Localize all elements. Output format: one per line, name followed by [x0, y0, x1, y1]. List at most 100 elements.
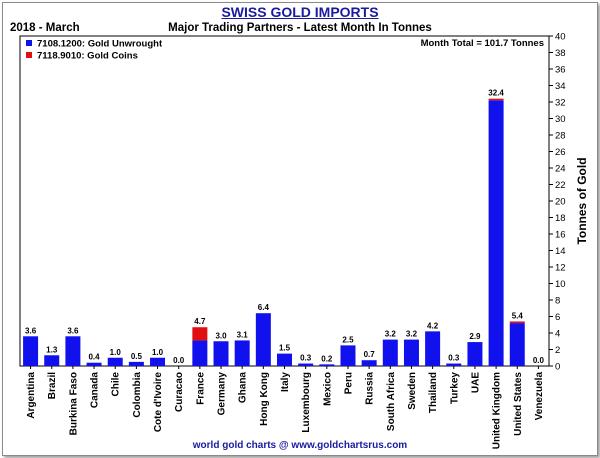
bar-unwrought: [128, 361, 144, 366]
y-tick-label: 26: [555, 147, 566, 158]
bar-value-label: 0.0: [173, 356, 185, 365]
bars-group: 3.6 1.3 3.6 0.4 1.0 0.5 1.0 0.0 4.7 3.0 3.1 6.4 1.5 0…: [23, 89, 545, 366]
y-tick-label: 6: [555, 312, 560, 323]
x-category-label: Germany: [217, 372, 228, 416]
bar-unwrought: [44, 355, 60, 366]
y-tick-label: 12: [555, 263, 566, 274]
bar-value-label: 0.0: [533, 356, 545, 365]
y-tick-label: 40: [555, 32, 566, 43]
bar-value-label: 2.5: [342, 335, 354, 344]
bar-value-label: 0.5: [131, 352, 143, 361]
bar-value-label: 3.2: [385, 330, 397, 339]
x-category-label: Russia: [365, 372, 376, 405]
legend-swatch-unwrought: [26, 40, 32, 46]
y-tick-label: 14: [555, 246, 566, 257]
bar-value-label: 3.6: [25, 326, 37, 335]
x-category-label: Mexico: [322, 372, 333, 406]
chart-footer: world gold charts @ www.goldchartsrus.co…: [192, 440, 408, 451]
x-category-label: Venezuela: [534, 372, 545, 421]
x-category-label: Hong Kong: [259, 372, 270, 426]
x-category-label: United Kingdom: [492, 372, 503, 449]
bar-unwrought: [340, 345, 356, 366]
legend-label-unwrought: 7108.1200: Gold Unwrought: [37, 39, 163, 50]
bar-unwrought: [192, 340, 208, 366]
bar-value-label: 1.0: [110, 348, 122, 357]
y-tick-label: 0: [555, 362, 560, 373]
bar-value-label: 6.4: [258, 303, 270, 312]
bar-value-label: 32.4: [488, 89, 504, 98]
x-axis: Argentina Brazil Burkina Faso Canada Chile Co…: [26, 366, 545, 449]
y-tick-label: 20: [555, 197, 566, 208]
y-tick-label: 10: [555, 279, 566, 290]
legend-swatch-coins: [26, 52, 32, 58]
chart-title: SWISS GOLD IMPORTS: [221, 4, 379, 20]
bar-value-label: 1.0: [152, 348, 164, 357]
bar-unwrought: [234, 340, 250, 366]
chart-subtitle: Major Trading Partners - Latest Month In…: [168, 22, 432, 34]
y-tick-label: 30: [555, 114, 566, 125]
bar-value-label: 0.2: [321, 354, 333, 363]
bar-unwrought: [277, 353, 292, 366]
x-category-label: Sweden: [407, 372, 418, 410]
x-category-label: Curacao: [174, 372, 185, 412]
bar-value-label: 0.3: [448, 354, 460, 363]
x-category-label: Colombia: [132, 372, 143, 418]
bar-unwrought: [255, 313, 271, 366]
bar-unwrought: [86, 362, 102, 366]
legend-label-coins: 7118.9010: Gold Coins: [37, 51, 138, 62]
bar-value-label: 2.9: [469, 332, 481, 341]
x-category-label: Chile: [111, 372, 122, 397]
bar-unwrought: [425, 331, 441, 366]
x-category-label: Italy: [280, 372, 291, 392]
bar-unwrought: [361, 360, 377, 366]
bar-unwrought: [403, 339, 419, 366]
bar-coins: [192, 327, 208, 341]
bar-unwrought: [467, 342, 483, 366]
legend: 7108.1200: Gold Unwrought 7118.9010: Gol…: [26, 39, 163, 62]
x-category-label: Peru: [343, 372, 354, 394]
y-tick-label: 22: [555, 180, 566, 191]
x-category-label: UAE: [470, 372, 481, 393]
bar-value-label: 0.7: [364, 350, 376, 359]
x-category-label: Turkey: [449, 372, 460, 404]
bar-coins: [509, 321, 525, 324]
x-category-label: United States: [513, 372, 524, 436]
bar-value-label: 4.2: [427, 321, 439, 330]
bar-value-label: 3.0: [215, 331, 227, 340]
bar-value-label: 1.5: [279, 344, 291, 353]
x-category-label: Argentina: [26, 372, 37, 419]
bar-unwrought: [65, 336, 81, 366]
y-tick-label: 16: [555, 230, 566, 241]
y-tick-label: 34: [555, 81, 566, 92]
bar-value-label: 4.7: [194, 317, 206, 326]
bar-unwrought: [382, 339, 398, 366]
y-tick-label: 18: [555, 213, 566, 224]
bar-unwrought: [319, 364, 335, 366]
y-tick-label: 38: [555, 48, 566, 59]
bar-unwrought: [298, 363, 314, 366]
bar-unwrought: [213, 341, 229, 366]
x-category-label: Thailand: [428, 372, 439, 413]
bar-unwrought: [107, 357, 123, 366]
y-tick-label: 8: [555, 296, 560, 307]
x-category-label: France: [195, 372, 206, 405]
y-tick-label: 32: [555, 98, 566, 109]
x-category-label: Canada: [90, 372, 101, 409]
y-tick-label: 24: [555, 164, 566, 175]
x-category-label: Luxembourg: [301, 372, 312, 433]
y-tick-label: 28: [555, 131, 566, 142]
y-tick-label: 4: [555, 329, 560, 340]
x-category-label: Cote d'Ivoire: [153, 372, 164, 433]
bar-unwrought: [150, 357, 166, 366]
month-total-annotation: Month Total = 101.7 Tonnes: [421, 38, 544, 49]
bar-value-label: 3.2: [406, 330, 418, 339]
x-category-label: Brazil: [47, 372, 58, 399]
x-category-label: South Africa: [386, 372, 397, 432]
chart-period: 2018 - March: [10, 22, 80, 34]
bar-value-label: 5.4: [512, 311, 524, 320]
plot-area: [19, 35, 550, 367]
y-axis-label: Tonnes of Gold: [575, 157, 589, 244]
bar-value-label: 0.3: [300, 354, 312, 363]
